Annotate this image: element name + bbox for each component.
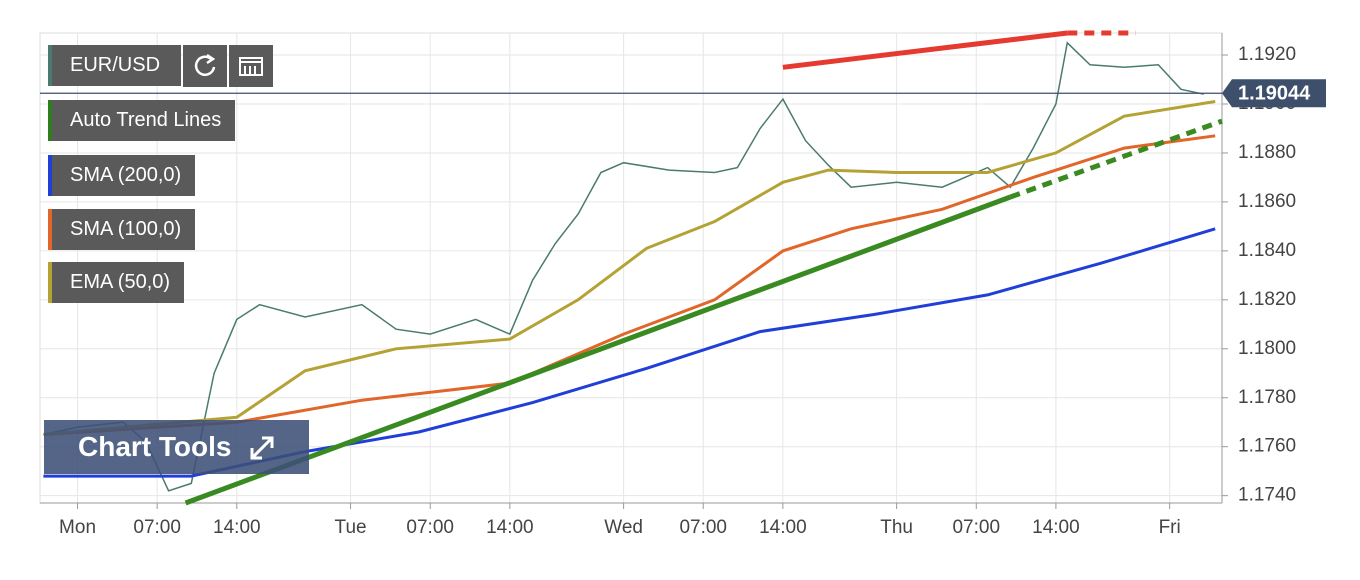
series-line [43, 134, 1216, 436]
y-tick-label: 1.1880 [1238, 142, 1296, 163]
trend-line [184, 194, 1012, 506]
x-tick-label: 14:00 [213, 517, 261, 538]
x-tick-label: 07:00 [133, 517, 181, 538]
legend-trend[interactable]: Auto Trend Lines [48, 100, 236, 141]
calendar-button[interactable] [229, 45, 273, 87]
refresh-button[interactable] [183, 45, 227, 87]
chart-tools-label: Chart Tools [78, 431, 232, 462]
y-tick-label: 1.1780 [1238, 387, 1296, 408]
legend-symbol[interactable]: EUR/USD [48, 45, 181, 86]
calendar-icon [239, 57, 263, 76]
y-tick-label: 1.1920 [1238, 44, 1296, 65]
legend-ema50[interactable]: EMA (50,0) [48, 262, 185, 303]
x-tick-label: Wed [604, 517, 643, 538]
x-tick-label: Mon [59, 517, 96, 538]
refresh-icon [194, 53, 216, 76]
chart-tools-button[interactable]: Chart Tools [44, 420, 309, 474]
last-price-label: 1.19044 [1238, 83, 1311, 105]
x-tick-label: Thu [880, 517, 913, 538]
x-tick-label: Tue [335, 517, 367, 538]
x-tick-label: 14:00 [759, 517, 807, 538]
x-tick-label: 14:00 [486, 517, 534, 538]
series-line [43, 41, 1204, 492]
x-tick-label: 07:00 [406, 517, 454, 538]
y-tick-label: 1.1840 [1238, 240, 1296, 261]
trend-line [782, 30, 1068, 70]
y-tick-label: 1.1740 [1238, 485, 1296, 506]
x-tick-label: 07:00 [679, 517, 727, 538]
expand-icon [250, 436, 274, 460]
legend-sma200[interactable]: SMA (200,0) [48, 155, 196, 196]
trend-line [1009, 118, 1223, 200]
x-tick-label: 14:00 [1032, 517, 1080, 538]
last-price-tag [1222, 79, 1326, 108]
series-line [43, 100, 1216, 436]
legend-sma100[interactable]: SMA (100,0) [48, 209, 196, 250]
x-tick-label: Fri [1159, 517, 1181, 538]
y-tick-label: 1.1860 [1238, 191, 1296, 212]
x-tick-label: 07:00 [952, 517, 1000, 538]
y-tick-label: 1.1760 [1238, 436, 1296, 457]
y-tick-label: 1.1820 [1238, 289, 1296, 310]
y-tick-label: 1.1800 [1238, 338, 1296, 359]
